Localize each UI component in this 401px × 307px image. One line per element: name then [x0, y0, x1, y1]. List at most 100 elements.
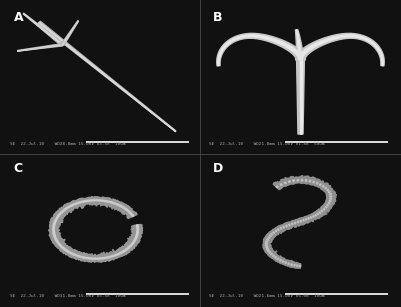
Polygon shape — [67, 204, 72, 209]
Polygon shape — [110, 202, 111, 203]
Polygon shape — [322, 185, 329, 190]
Polygon shape — [319, 183, 324, 188]
Polygon shape — [97, 255, 99, 262]
Polygon shape — [263, 242, 269, 243]
Polygon shape — [273, 183, 279, 188]
Polygon shape — [287, 178, 290, 184]
Polygon shape — [129, 243, 135, 246]
Polygon shape — [127, 241, 136, 246]
Polygon shape — [91, 255, 93, 261]
Polygon shape — [59, 210, 65, 214]
Polygon shape — [121, 205, 126, 210]
Polygon shape — [275, 182, 282, 188]
Polygon shape — [51, 220, 60, 223]
Polygon shape — [296, 263, 298, 268]
Polygon shape — [122, 207, 129, 213]
Polygon shape — [125, 244, 132, 250]
Polygon shape — [50, 224, 59, 226]
Polygon shape — [73, 252, 77, 258]
Polygon shape — [119, 204, 125, 210]
Polygon shape — [127, 212, 135, 217]
Polygon shape — [52, 217, 62, 221]
Polygon shape — [277, 257, 282, 262]
Polygon shape — [295, 33, 383, 66]
Polygon shape — [107, 199, 111, 205]
Polygon shape — [70, 205, 71, 207]
Polygon shape — [74, 252, 79, 258]
Polygon shape — [122, 246, 130, 252]
Polygon shape — [286, 261, 289, 265]
Polygon shape — [294, 222, 296, 225]
Polygon shape — [327, 198, 334, 200]
Polygon shape — [52, 237, 59, 240]
Polygon shape — [132, 231, 142, 233]
Polygon shape — [114, 204, 119, 210]
Polygon shape — [122, 208, 126, 211]
Polygon shape — [326, 199, 335, 201]
Polygon shape — [95, 197, 96, 204]
Polygon shape — [131, 238, 138, 241]
Polygon shape — [51, 236, 59, 238]
Polygon shape — [263, 247, 270, 250]
Polygon shape — [307, 216, 310, 220]
Polygon shape — [65, 249, 70, 254]
Polygon shape — [319, 208, 325, 212]
Polygon shape — [217, 35, 302, 66]
Polygon shape — [263, 241, 269, 243]
Polygon shape — [291, 177, 294, 184]
Polygon shape — [282, 226, 284, 228]
Polygon shape — [123, 209, 129, 214]
Polygon shape — [295, 177, 297, 183]
Polygon shape — [129, 239, 138, 242]
Polygon shape — [320, 210, 326, 214]
Polygon shape — [120, 205, 127, 212]
Polygon shape — [95, 200, 97, 206]
Polygon shape — [55, 220, 63, 223]
Polygon shape — [326, 200, 333, 202]
Polygon shape — [55, 220, 56, 221]
Polygon shape — [115, 204, 118, 207]
Polygon shape — [305, 176, 308, 184]
Polygon shape — [59, 244, 60, 245]
Polygon shape — [93, 197, 94, 204]
Polygon shape — [299, 265, 300, 267]
Polygon shape — [51, 219, 61, 223]
Polygon shape — [283, 260, 287, 265]
Polygon shape — [56, 212, 65, 216]
Polygon shape — [80, 256, 81, 258]
Polygon shape — [314, 179, 319, 186]
Polygon shape — [104, 200, 105, 202]
Polygon shape — [56, 218, 57, 219]
Polygon shape — [65, 248, 72, 255]
Polygon shape — [287, 222, 291, 228]
Polygon shape — [69, 203, 74, 208]
Polygon shape — [38, 21, 176, 131]
Polygon shape — [56, 242, 63, 246]
Polygon shape — [111, 203, 116, 209]
Polygon shape — [133, 226, 141, 227]
Polygon shape — [314, 214, 318, 219]
Polygon shape — [63, 210, 64, 211]
Polygon shape — [312, 216, 314, 217]
Polygon shape — [59, 245, 65, 249]
Polygon shape — [86, 255, 88, 261]
Polygon shape — [92, 256, 93, 261]
Polygon shape — [273, 255, 277, 259]
Polygon shape — [107, 253, 111, 260]
Polygon shape — [126, 248, 128, 250]
Polygon shape — [263, 245, 269, 246]
Polygon shape — [51, 235, 59, 237]
Polygon shape — [267, 250, 269, 251]
Polygon shape — [118, 250, 124, 255]
Polygon shape — [318, 183, 323, 187]
Polygon shape — [90, 200, 91, 201]
Polygon shape — [84, 201, 85, 202]
Polygon shape — [115, 251, 120, 257]
Polygon shape — [320, 207, 328, 212]
Polygon shape — [105, 200, 106, 202]
Polygon shape — [75, 252, 79, 258]
Polygon shape — [130, 237, 140, 241]
Polygon shape — [322, 185, 323, 187]
Polygon shape — [99, 200, 101, 204]
Polygon shape — [298, 218, 302, 225]
